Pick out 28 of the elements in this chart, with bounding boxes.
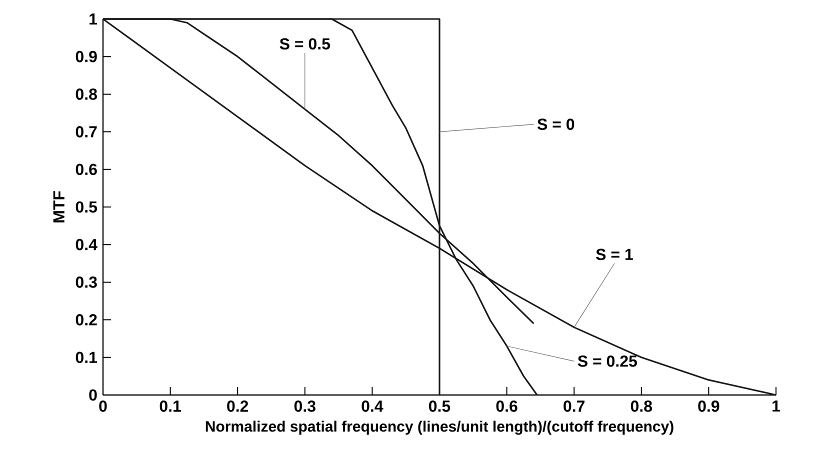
- x-tick-label: 0.3: [294, 400, 316, 412]
- y-tick-label: 0.6: [76, 164, 97, 176]
- x-axis-title: Normalized spatial frequency (lines/unit length)/(cutoff frequency): [206, 420, 674, 435]
- x-tick-label: 0.4: [362, 400, 384, 412]
- x-tick-label: 0.5: [429, 400, 450, 412]
- y-axis-title: MTF: [53, 191, 64, 222]
- x-tick-label: 0.2: [227, 400, 248, 412]
- x-tick-label: 0.1: [160, 400, 181, 412]
- x-tick-label: 1: [772, 400, 780, 412]
- x-tick-label: 0: [99, 400, 107, 412]
- annotation: S = 0: [537, 118, 574, 130]
- y-tick-label: 0.8: [76, 88, 97, 100]
- x-tick-label: 0.8: [630, 400, 652, 412]
- y-tick-label: 0.3: [76, 276, 97, 288]
- y-tick-label: 0: [89, 389, 97, 401]
- x-tick-label: 0.6: [496, 400, 518, 412]
- annotation: S = 0.25: [578, 355, 637, 367]
- y-tick-label: 0.1: [76, 352, 98, 364]
- y-tick-label: 0.7: [76, 126, 97, 138]
- y-tick-label: 1: [90, 13, 98, 24]
- annotation: S = 0.5: [280, 38, 330, 50]
- y-tick-label: 0.2: [76, 314, 97, 326]
- annotation: S = 1: [596, 248, 633, 260]
- y-tick-label: 0.5: [76, 201, 98, 213]
- y-tick-label: 0.4: [76, 238, 98, 250]
- x-tick-label: 0.9: [698, 400, 720, 412]
- y-tick-label: 0.9: [76, 50, 97, 62]
- x-tick-label: 0.7: [564, 400, 585, 412]
